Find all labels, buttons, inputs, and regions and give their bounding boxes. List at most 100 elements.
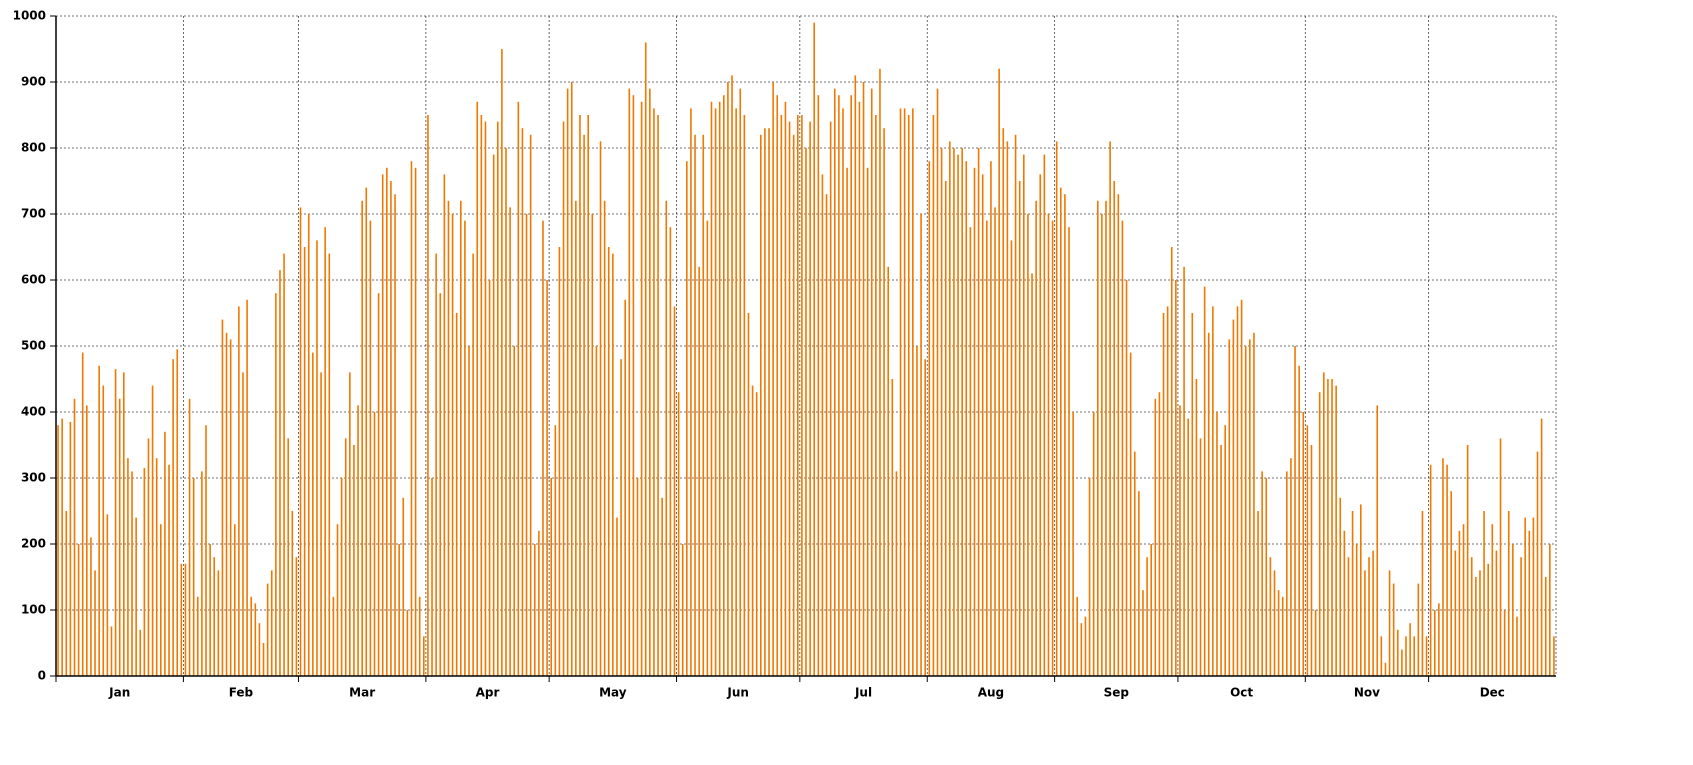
spike [1249,339,1251,676]
spike [1351,511,1354,676]
spike [677,392,680,676]
spike [1051,220,1054,676]
spike [759,134,762,677]
spike [1133,451,1136,676]
spike [1068,227,1070,676]
spike [127,458,129,676]
spike [114,369,117,676]
spike [595,346,598,676]
spike [821,174,824,676]
spike [283,253,285,676]
spike [710,101,713,677]
spike [365,187,368,676]
spike [262,643,265,676]
x-tick-label: Oct [1230,686,1253,700]
spike [1043,154,1046,677]
spike [875,115,877,676]
spike [394,194,396,676]
spike [862,82,865,676]
spike [817,95,820,676]
spike [406,610,409,676]
spike [1064,194,1066,676]
spike [1125,280,1128,676]
spike [1158,392,1161,676]
spike [525,214,528,676]
spike [1425,636,1428,676]
spike [1327,379,1329,676]
spike [723,95,725,676]
spike [320,372,322,676]
spike [110,626,113,676]
spike [176,349,179,676]
spike [143,468,146,676]
spike [139,629,142,676]
spike [1055,141,1058,676]
spike [1458,530,1461,676]
spike [842,108,844,676]
spike [813,22,816,677]
x-tick-label: Jan [108,686,130,700]
spike [899,108,902,676]
spike [546,280,548,676]
spike [1438,603,1440,676]
spike [903,108,906,676]
spike [768,128,770,676]
spike [1339,497,1342,676]
spike [1224,425,1226,676]
spike [217,570,220,676]
spike [324,227,326,676]
spike [731,75,733,676]
spike [1121,220,1124,676]
spike [328,253,331,676]
spike [1384,662,1387,676]
x-tick-label: Jun [726,686,749,700]
spike [1314,610,1317,676]
spike [1002,128,1005,676]
spike [920,214,922,676]
spike [447,200,450,677]
spike [1105,200,1107,677]
spike [1446,464,1448,676]
spike [957,154,959,677]
spike [1059,187,1062,676]
spike [423,636,425,676]
spike [357,405,359,676]
spike [505,148,507,676]
spike [739,88,742,677]
spike [981,174,984,676]
spike [1129,352,1132,676]
spike [258,623,261,676]
spike [353,445,355,676]
spike [1450,491,1453,676]
spike [1031,273,1033,676]
spike [1302,412,1305,676]
spike [1347,557,1350,676]
spike [221,319,224,676]
spike [1273,570,1276,676]
spike [1524,517,1526,676]
spike [805,148,807,676]
y-tick-label: 700 [21,207,46,221]
spike [106,514,109,676]
spike [1380,636,1383,676]
spike [94,570,96,676]
y-tick-label: 300 [21,471,46,485]
spike [69,421,72,676]
spike [747,313,750,676]
spike [201,471,203,676]
spike [480,115,483,676]
spike [1413,636,1416,676]
spike [1212,306,1214,676]
spike [916,346,918,676]
spike [1294,346,1296,676]
spike [233,524,236,676]
spike [866,167,869,677]
spike [587,115,589,676]
spike [1396,629,1399,676]
spike [912,108,914,676]
x-tick-label: Nov [1354,686,1380,700]
spike [316,240,318,676]
spike [492,154,495,677]
spike [65,511,68,676]
spike [833,88,836,677]
